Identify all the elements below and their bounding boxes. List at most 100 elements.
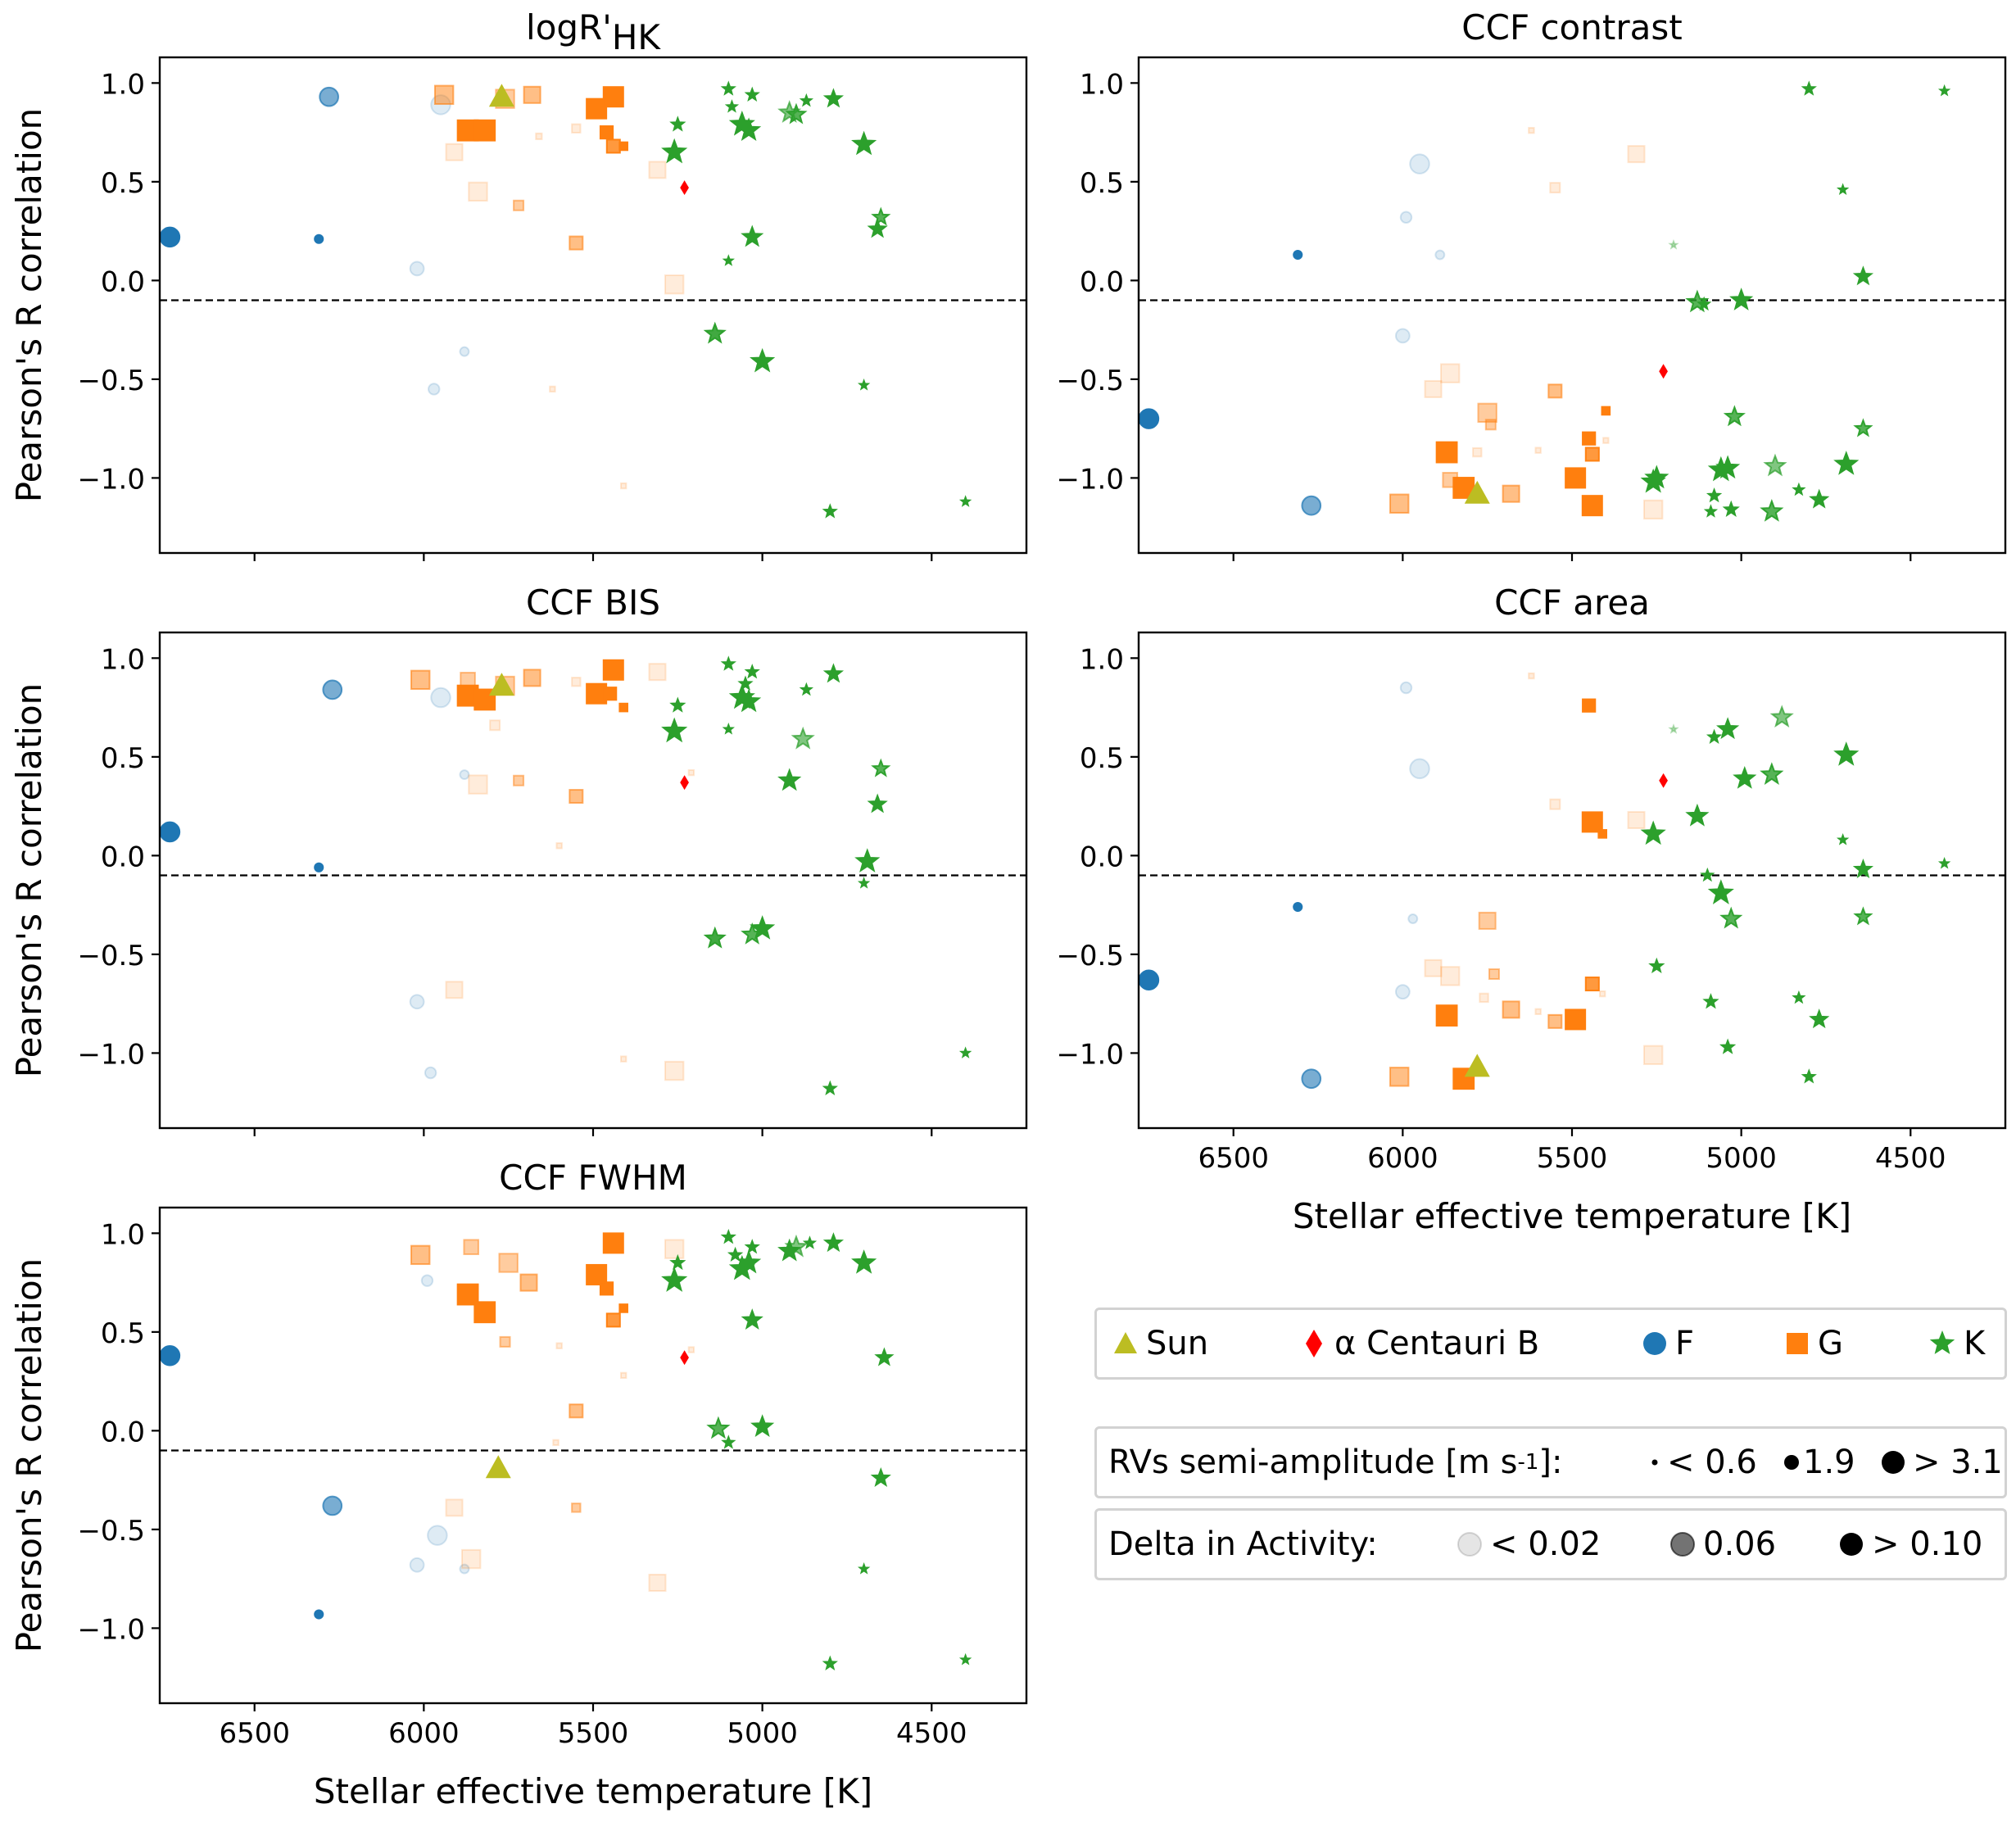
data-point-G bbox=[410, 1244, 431, 1266]
data-point-G bbox=[552, 1439, 559, 1447]
data-point-G bbox=[555, 842, 563, 850]
data-point-G bbox=[1582, 431, 1597, 446]
data-point-G bbox=[619, 1055, 627, 1063]
data-point-G bbox=[473, 1301, 496, 1324]
data-point-F bbox=[1301, 495, 1322, 516]
faint-dot-icon bbox=[1457, 1532, 1482, 1557]
data-point-K bbox=[791, 726, 815, 750]
data-point-G bbox=[1472, 446, 1483, 458]
data-point-G bbox=[599, 125, 614, 140]
small-dot-icon bbox=[1651, 1459, 1658, 1466]
data-point-K bbox=[736, 1249, 762, 1274]
data-point-F bbox=[430, 687, 451, 709]
data-point-G bbox=[618, 1303, 628, 1313]
x-tick-label: 4500 bbox=[896, 1717, 967, 1750]
data-point-G bbox=[605, 1312, 621, 1328]
data-point-K bbox=[720, 1229, 736, 1244]
data-point-F bbox=[1399, 681, 1413, 695]
data-point-G bbox=[1565, 467, 1587, 489]
data-point-F bbox=[1434, 249, 1446, 261]
x-tick-label: 5000 bbox=[727, 1717, 798, 1750]
legend-label-k: K bbox=[1964, 1325, 1986, 1362]
x-axis-label: Stellar effective temperature [K] bbox=[1293, 1196, 1851, 1236]
legend-label-g: G bbox=[1818, 1325, 1843, 1362]
data-point-G bbox=[498, 1253, 519, 1273]
data-point-K bbox=[1833, 741, 1860, 766]
points-group bbox=[1139, 80, 1951, 522]
data-point-K bbox=[1719, 1038, 1737, 1054]
data-point-G bbox=[1582, 698, 1597, 713]
data-point-K bbox=[958, 495, 972, 507]
y-tick-label: 0.5 bbox=[101, 742, 145, 775]
y-tick-label: −1.0 bbox=[1056, 1038, 1124, 1071]
data-point-K bbox=[744, 1239, 760, 1254]
data-point-K bbox=[1937, 856, 1951, 869]
data-point-K bbox=[867, 218, 888, 238]
data-point-K bbox=[1697, 296, 1712, 311]
data-point-F bbox=[314, 233, 324, 244]
data-point-K bbox=[1809, 1008, 1830, 1029]
legend-label-acenb: α Centauri B bbox=[1334, 1325, 1540, 1362]
y-tick-label: −0.5 bbox=[77, 365, 145, 397]
data-point-K bbox=[669, 1253, 686, 1271]
legend-rv-small-label: < 0.6 bbox=[1667, 1444, 1757, 1481]
data-point-K bbox=[1700, 867, 1715, 882]
data-point-G bbox=[1627, 145, 1646, 164]
data-point-G bbox=[648, 161, 667, 179]
data-point-G bbox=[1584, 446, 1600, 462]
data-point-G bbox=[603, 687, 618, 701]
points-group bbox=[1139, 672, 1951, 1090]
legend-rv-mid-label: 1.9 bbox=[1803, 1444, 1855, 1481]
data-point-G bbox=[664, 1060, 685, 1081]
data-point-G bbox=[687, 768, 695, 777]
data-point-K bbox=[870, 1466, 891, 1487]
legend-activity-label: Delta in Activity: bbox=[1108, 1525, 1378, 1563]
legend-item-g: G bbox=[1783, 1325, 1843, 1362]
data-point-K bbox=[1769, 705, 1794, 728]
legend-rv-label-pre: RVs semi-amplitude [m s bbox=[1108, 1444, 1518, 1481]
data-point-G bbox=[1642, 499, 1664, 520]
data-point-G bbox=[1547, 383, 1563, 399]
legend-rv-title: RVs semi-amplitude [m s -1]: bbox=[1108, 1444, 1562, 1481]
data-point-K bbox=[857, 1562, 871, 1575]
legend-activity-high-label: > 0.10 bbox=[1872, 1525, 1983, 1563]
solid-dot-icon bbox=[1840, 1533, 1863, 1556]
panel-middle-right: 1.0 0.5 0.0 −0.5 −1.0 6500 6000 5500 5000 4500 Ste… bbox=[1056, 631, 2007, 1236]
legend-rv-label-sup: -1 bbox=[1517, 1450, 1539, 1475]
data-point-G bbox=[1478, 911, 1497, 930]
data-point-K bbox=[1852, 265, 1874, 286]
data-point-K bbox=[1668, 238, 1679, 250]
data-point-F bbox=[1293, 249, 1303, 261]
data-point-K bbox=[1763, 453, 1787, 477]
y-tick-label: 1.0 bbox=[101, 643, 145, 676]
data-point-G bbox=[1479, 992, 1489, 1004]
data-point-K bbox=[1640, 468, 1666, 493]
y-tick-label: 1.0 bbox=[1080, 68, 1124, 101]
legend-rv-large: > 3.1 bbox=[1880, 1444, 2003, 1481]
data-point-K bbox=[1706, 487, 1723, 503]
axes-frame bbox=[1137, 631, 2007, 1130]
data-point-G bbox=[535, 132, 543, 141]
data-point-G bbox=[1389, 1067, 1410, 1087]
data-point-G bbox=[1601, 406, 1611, 416]
data-point-K bbox=[867, 793, 888, 814]
data-point-K bbox=[822, 1232, 845, 1253]
y-tick-label: 1.0 bbox=[101, 68, 145, 101]
data-point-K bbox=[744, 86, 760, 102]
points-group bbox=[160, 80, 972, 519]
data-point-K bbox=[958, 1046, 972, 1058]
data-point-F bbox=[1301, 1068, 1322, 1090]
legend-item-acenb: α Centauri B bbox=[1300, 1325, 1539, 1362]
data-point-K bbox=[661, 138, 688, 164]
data-point-K bbox=[958, 1652, 972, 1666]
panel-title-contrast: CCF contrast bbox=[1461, 7, 1682, 48]
data-point-G bbox=[1528, 672, 1535, 680]
data-point-K bbox=[1685, 803, 1710, 827]
data-point-K bbox=[777, 768, 802, 791]
data-point-G bbox=[1440, 363, 1461, 383]
data-point-K bbox=[874, 1347, 895, 1366]
data-point-K bbox=[724, 99, 740, 113]
data-point-G bbox=[571, 123, 582, 134]
data-point-K bbox=[1648, 957, 1665, 973]
data-point-K bbox=[750, 347, 776, 373]
